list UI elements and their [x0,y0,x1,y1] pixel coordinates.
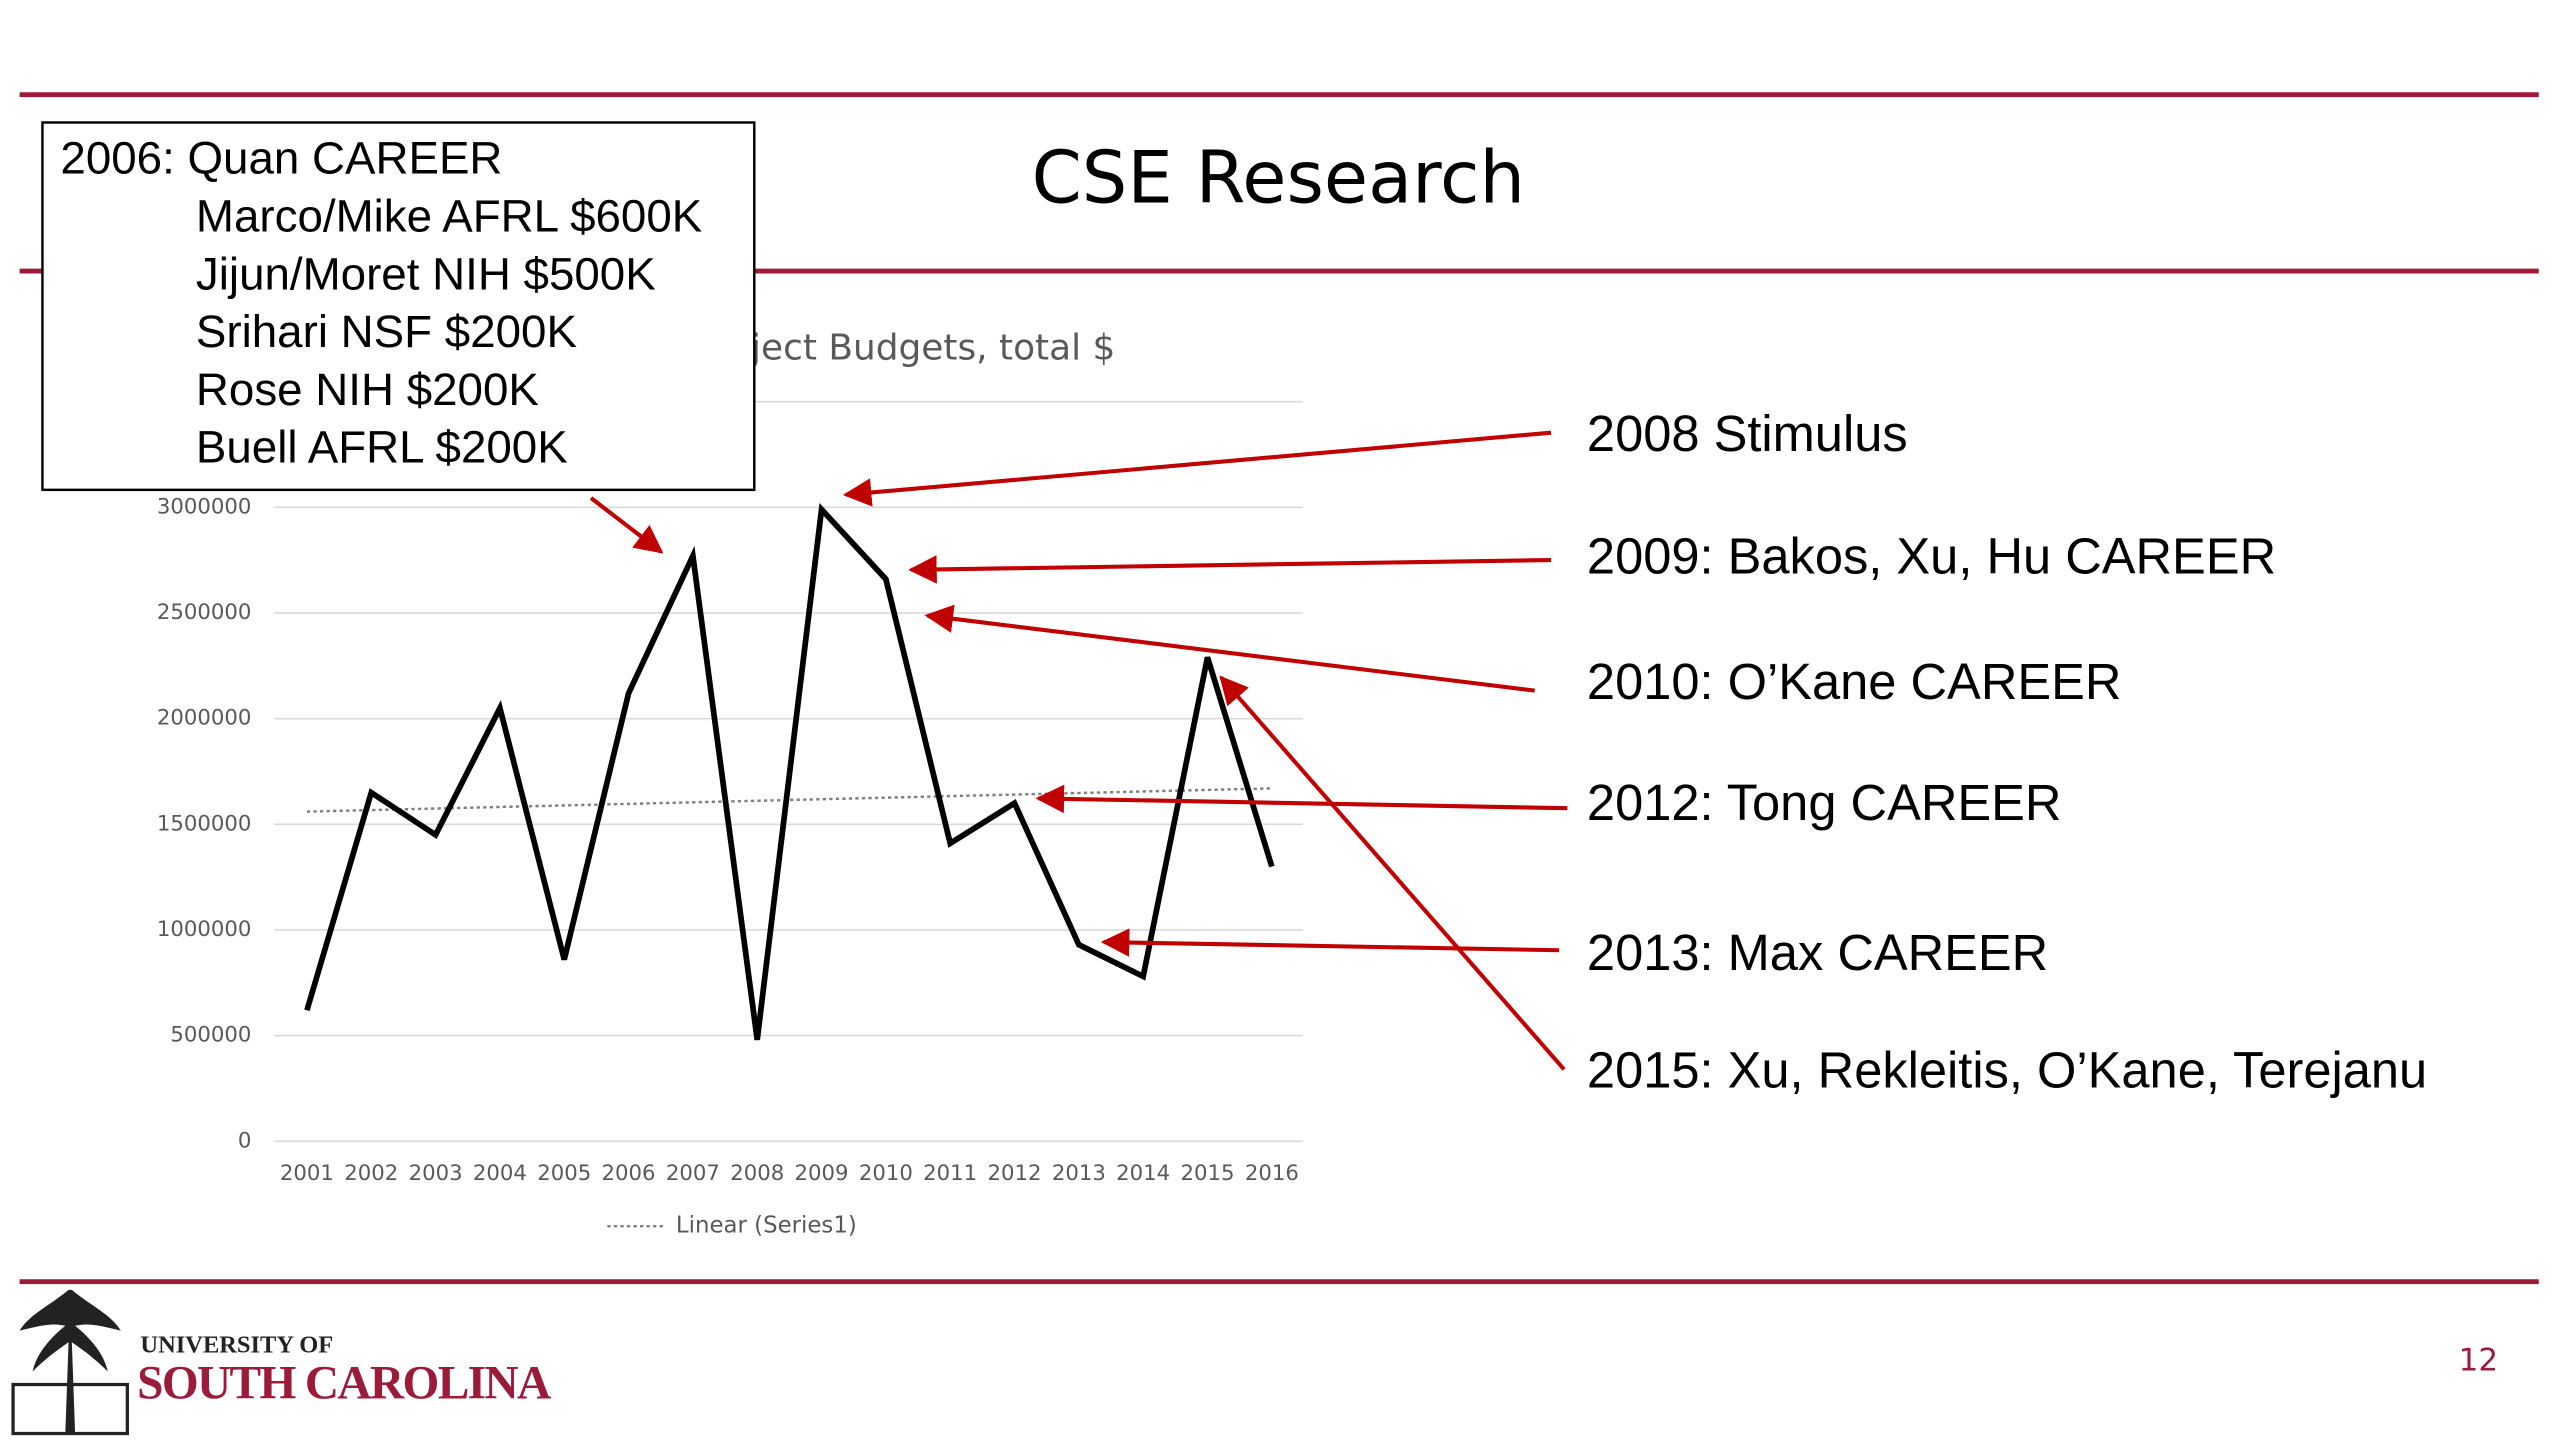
y-tick-label: 2000000 [157,706,252,731]
arrow [924,604,1535,693]
callout-line: Srihari NSF $200K [196,306,577,357]
callout-box [41,121,756,492]
x-tick-label: 2015 [1181,1161,1235,1186]
y-tick-label: 2500000 [157,600,252,625]
x-tick-label: 2012 [988,1161,1042,1186]
annotation: 2012: Tong CAREER [1587,774,2062,831]
university-line2: SOUTH CAROLINA [137,1358,551,1410]
x-tick-label: 2010 [859,1161,913,1186]
trendline [306,787,1272,813]
x-tick-label: 2007 [666,1161,720,1186]
callout: 2006: Quan CAREER Marco/Mike AFRL $600K Ji… [60,133,702,473]
arrow [1219,675,1566,1071]
x-tick-label: 2014 [1116,1161,1170,1186]
x-tick-label: 2016 [1245,1161,1299,1186]
data-line [304,502,1275,1041]
x-tick-label: 2003 [409,1161,463,1186]
x-tick-label: 2006 [602,1161,656,1186]
annotations: 2008 Stimulus 2009: Bakos, Xu, Hu CAREER 2… [1587,405,2427,1099]
callout-line: Rose NIH $200K [196,364,539,415]
arrow [908,555,1552,584]
arrow [842,430,1552,507]
x-tick-label: 2001 [280,1161,334,1186]
chart-title: ject Budgets, total $ [750,327,1115,368]
callout-line: 2006: Quan CAREER [60,133,502,184]
logo [11,1289,129,1436]
y-tick-label: 1500000 [157,811,252,836]
y-tick-label: 0 [238,1128,252,1153]
callout-line: Jijun/Moret NIH $500K [196,248,656,299]
x-tick-label: 2009 [795,1161,849,1186]
page-number: 12 [2459,1343,2498,1379]
slide-title: CSE Research [1032,135,1525,219]
annotation: 2015: Xu, Rekleitis, O’Kane, Terejanu [1587,1042,2427,1099]
university-line1: UNIVERSITY OF [140,1332,333,1359]
x-tick-label: 2011 [923,1161,977,1186]
callout-line: Marco/Mike AFRL $600K [196,191,702,242]
x-tick-label: 2004 [473,1161,527,1186]
annotation: 2008 Stimulus [1587,405,1908,462]
arrow [1035,784,1568,814]
y-tick-label: 1000000 [157,917,252,942]
arrow [1100,928,1560,957]
logo-palm [19,1289,121,1434]
annotation: 2010: O’Kane CAREER [1587,653,2122,710]
legend-label: Linear (Series1) [676,1213,857,1239]
callout-line: Buell AFRL $200K [196,422,568,473]
y-tick-label: 3000000 [157,494,252,519]
x-tick-label: 2013 [1052,1161,1106,1186]
x-tick-label: 2002 [344,1161,398,1186]
annotation: 2009: Bakos, Xu, Hu CAREER [1587,527,2276,584]
annotation: 2013: Max CAREER [1587,924,2048,981]
y-tick-label: 500000 [170,1023,251,1048]
arrow [589,496,664,554]
logo-base [11,1382,129,1436]
x-tick-label: 2008 [730,1161,784,1186]
x-tick-label: 2005 [537,1161,591,1186]
arrows [589,430,1568,1071]
